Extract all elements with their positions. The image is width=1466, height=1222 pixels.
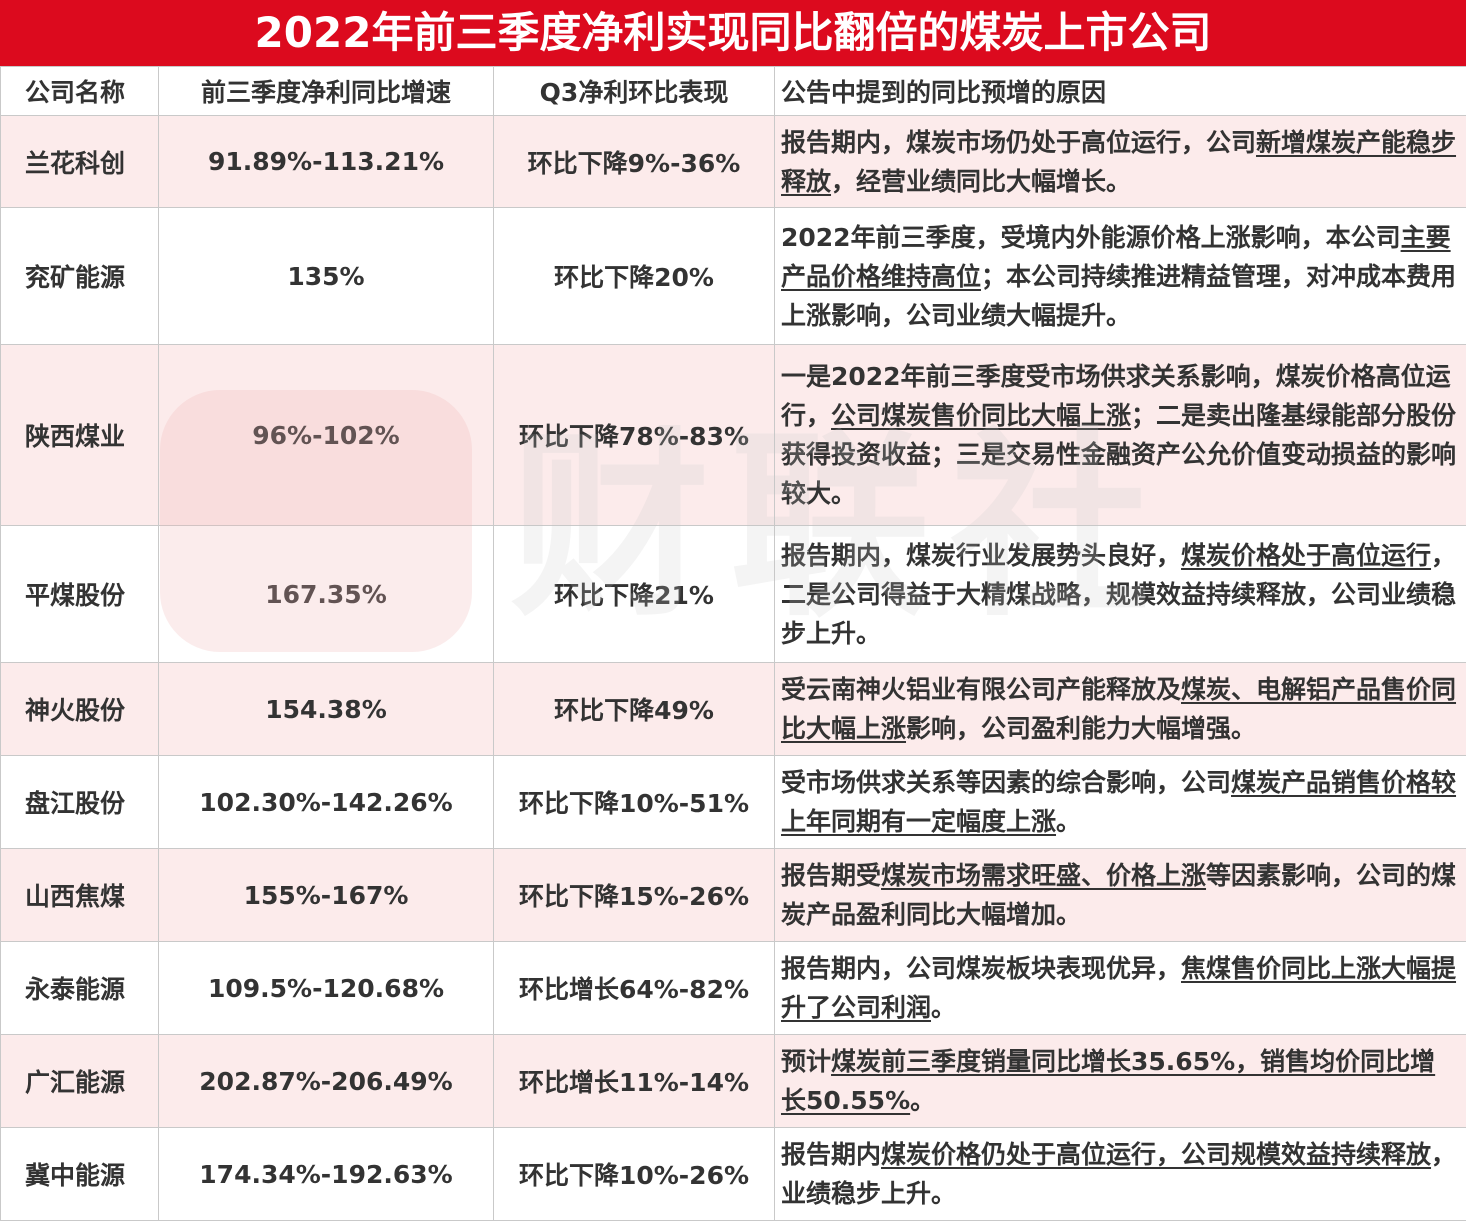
company-name: 山西焦煤 [0,848,159,942]
reason-text: 报告期内，煤炭市场仍处于高位运行，公司新增煤炭产能稳步释放，经营业绩同比大幅增长… [774,115,1466,208]
reason-text: 一是2022年前三季度受市场供求关系影响，煤炭价格高位运行，公司煤炭售价同比大幅… [774,344,1466,526]
reason-text: 报告期内煤炭价格仍处于高位运行，公司规模效益持续释放，业绩稳步上升。 [774,1127,1466,1221]
reason-highlight: 主要产品价格维持高位 [781,222,1451,291]
coal-companies-table: 公司名称 前三季度净利同比增速 Q3净利环比表现 公告中提到的同比预增的原因 兰… [0,66,1466,1221]
yoy-growth: 154.38% [158,662,494,756]
reason-segment: 影响，公司盈利能力大幅增强。 [906,714,1257,743]
table-row: 永泰能源 109.5%-120.68% 环比增长64%-82% 报告期内，公司煤炭板块… [0,941,1466,1035]
reason-segment: 预计 [781,1047,832,1076]
reason-text: 受云南神火铝业有限公司产能释放及煤炭、电解铝产品售价同比大幅上涨影响，公司盈利能… [774,662,1466,756]
yoy-growth: 102.30%-142.26% [158,755,494,849]
reason-segment: 。 [1056,807,1082,836]
company-name: 陕西煤业 [0,344,159,526]
reason-text: 预计煤炭前三季度销量同比增长35.65%，销售均价同比增长50.55%。 [774,1034,1466,1128]
yoy-growth: 96%-102% [158,344,494,526]
reason-segment: 报告期内，煤炭行业发展势头良好， [781,540,1182,570]
header-qoq: Q3净利环比表现 [493,66,775,116]
header-yoy: 前三季度净利同比增速 [158,66,494,116]
reason-highlight: 煤炭产品销售价格较上年同期有一定幅度上涨 [781,768,1457,836]
reason-segment: 报告期内，公司煤炭板块表现优异， [781,954,1182,983]
qoq-performance: 环比下降15%-26% [493,848,775,942]
reason-segment: ，经营业绩同比大幅增长。 [831,166,1132,196]
reason-text: 报告期内，公司煤炭板块表现优异，焦煤售价同比上涨大幅提升了公司利润。 [774,941,1466,1035]
header-company: 公司名称 [0,66,159,116]
reason-segment: 受市场供求关系等因素的综合影响，公司 [781,768,1232,797]
reason-segment: 等因素影响，公司的煤炭产品盈利同比大幅增加。 [781,861,1457,929]
company-name: 兖矿能源 [0,207,159,345]
table-row: 神火股份 154.38% 环比下降49% 受云南神火铝业有限公司产能释放及煤炭、电解铝… [0,662,1466,756]
reason-text: 报告期受煤炭市场需求旺盛、价格上涨等因素影响，公司的煤炭产品盈利同比大幅增加。 [774,848,1466,942]
reason-segment: 。 [931,993,957,1022]
table-row: 山西焦煤 155%-167% 环比下降15%-26% 报告期受煤炭市场需求旺盛、价格上… [0,848,1466,942]
reason-highlight: 新增煤炭产能稳步释放 [781,127,1457,196]
company-name: 神火股份 [0,662,159,756]
qoq-performance: 环比下降9%-36% [493,115,775,208]
table-row: 广汇能源 202.87%-206.49% 环比增长11%-14% 预计煤炭前三季度销量… [0,1034,1466,1128]
reason-highlight: 煤炭前三季度销量同比增长35.65%，销售均价同比增长50.55% [781,1047,1436,1115]
reason-segment: 一是2022年前三季度受市场供求关系影响，煤炭价格高位运行， [781,362,1451,430]
reason-text: 报告期内，煤炭行业发展势头良好，煤炭价格处于高位运行，二是公司得益于大精煤战略，… [774,525,1466,663]
company-name: 广汇能源 [0,1034,159,1128]
reason-text: 受市场供求关系等因素的综合影响，公司煤炭产品销售价格较上年同期有一定幅度上涨。 [774,755,1466,849]
table-row: 盘江股份 102.30%-142.26% 环比下降10%-51% 受市场供求关系等因素… [0,755,1466,849]
qoq-performance: 环比下降21% [493,525,775,663]
reason-segment: 报告期内 [781,1140,882,1169]
company-name: 盘江股份 [0,755,159,849]
yoy-growth: 167.35% [158,525,494,663]
company-name: 永泰能源 [0,941,159,1035]
reason-segment: ，业绩稳步上升。 [781,1140,1457,1208]
reason-highlight: 煤炭市场需求旺盛、价格上涨 [881,861,1207,890]
yoy-growth: 202.87%-206.49% [158,1034,494,1128]
yoy-growth: 155%-167% [158,848,494,942]
reason-segment: 报告期受 [781,861,882,890]
reason-highlight: 公司煤炭售价同比大幅上涨 [831,401,1132,430]
reason-segment: ；二是卖出隆基绿能部分股份获得投资收益；三是交易性金融资产公允价值变动损益的影响… [781,401,1457,508]
company-name: 冀中能源 [0,1127,159,1221]
header-row: 公司名称 前三季度净利同比增速 Q3净利环比表现 公告中提到的同比预增的原因 [0,66,1466,116]
reason-text: 2022年前三季度，受境内外能源价格上涨影响，本公司主要产品价格维持高位；本公司… [774,207,1466,345]
table-row: 陕西煤业 96%-102% 环比下降78%-83% 一是2022年前三季度受市场供求关… [0,344,1466,526]
header-reason: 公告中提到的同比预增的原因 [774,66,1466,116]
reason-highlight: 煤炭、电解铝产品售价同比大幅上涨 [781,675,1457,743]
reason-segment: 受云南神火铝业有限公司产能释放及 [781,675,1182,704]
reason-segment: ；本公司持续推进精益管理，对冲成本费用上涨影响，公司业绩大幅提升。 [781,261,1457,330]
yoy-growth: 135% [158,207,494,345]
qoq-performance: 环比增长11%-14% [493,1034,775,1128]
reason-highlight: 煤炭价格处于高位运行 [1181,540,1432,570]
yoy-growth: 109.5%-120.68% [158,941,494,1035]
table-row: 兰花科创 91.89%-113.21% 环比下降9%-36% 报告期内，煤炭市场仍处于… [0,115,1466,208]
company-name: 平煤股份 [0,525,159,663]
reason-segment: 。 [910,1086,936,1115]
reason-segment: 报告期内，煤炭市场仍处于高位运行，公司 [781,127,1257,157]
company-name: 兰花科创 [0,115,159,208]
reason-segment: 2022年前三季度，受境内外能源价格上涨影响，本公司 [781,222,1401,252]
reason-highlight: 焦煤售价同比上涨大幅提升了公司利润 [781,954,1457,1022]
table-row: 平煤股份 167.35% 环比下降21% 报告期内，煤炭行业发展势头良好，煤炭价格处于… [0,525,1466,663]
table-row: 兖矿能源 135% 环比下降20% 2022年前三季度，受境内外能源价格上涨影响，本公… [0,207,1466,345]
reason-segment: ，二是公司得益于大精煤战略，规模效益持续释放，公司业绩稳步上升。 [781,540,1457,648]
yoy-growth: 174.34%-192.63% [158,1127,494,1221]
qoq-performance: 环比下降10%-51% [493,755,775,849]
qoq-performance: 环比下降20% [493,207,775,345]
table-row: 冀中能源 174.34%-192.63% 环比下降10%-26% 报告期内煤炭价格仍处… [0,1127,1466,1221]
qoq-performance: 环比下降78%-83% [493,344,775,526]
qoq-performance: 环比增长64%-82% [493,941,775,1035]
reason-highlight: 煤炭价格仍处于高位运行，公司规模效益持续释放 [881,1140,1432,1169]
yoy-growth: 91.89%-113.21% [158,115,494,208]
qoq-performance: 环比下降49% [493,662,775,756]
qoq-performance: 环比下降10%-26% [493,1127,775,1221]
table-title: 2022年前三季度净利实现同比翻倍的煤炭上市公司 [0,0,1466,66]
